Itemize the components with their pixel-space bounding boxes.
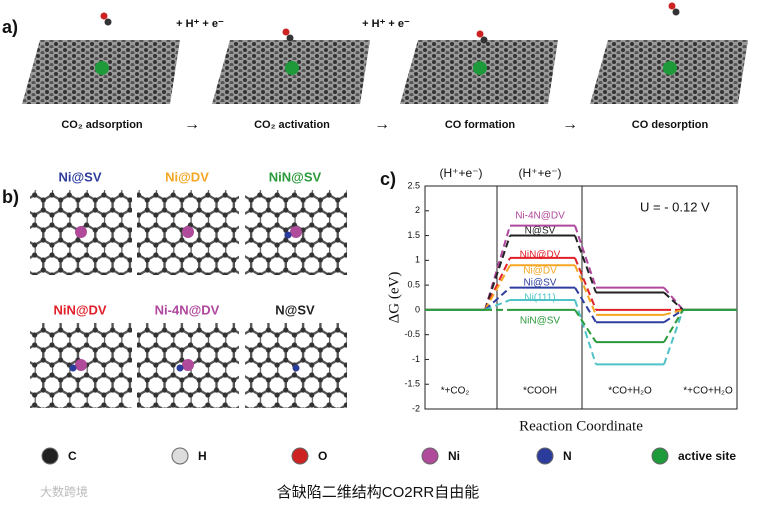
x-category-label: *CO+H₂O xyxy=(608,386,652,397)
molecule-atom xyxy=(282,28,290,36)
molecule-atom xyxy=(480,36,488,44)
structure-name: N@SV xyxy=(275,302,315,317)
legend-swatch xyxy=(171,447,189,465)
arrow: → xyxy=(374,116,390,133)
connector xyxy=(484,257,511,311)
y-tick-label: 1 xyxy=(415,255,420,265)
reagent: + H⁺ + e⁻ xyxy=(176,18,224,30)
step-label: CO₂ activation xyxy=(254,119,330,131)
series-label: N@SV xyxy=(525,226,556,237)
series-label: Ni-4N@DV xyxy=(515,211,565,222)
panel-label: a) xyxy=(2,17,18,37)
plot-frame xyxy=(424,185,738,410)
panel-label: c) xyxy=(380,169,396,189)
connector xyxy=(663,309,684,365)
caption: 含缺陷二维结构CO2RR自由能 xyxy=(277,484,480,501)
step-label: (H⁺+e⁻) xyxy=(439,166,482,180)
ni-atom xyxy=(182,226,194,238)
arrow: → xyxy=(184,116,200,133)
connector xyxy=(574,225,597,288)
y-tick-label: -1 xyxy=(412,354,420,364)
ni-atom xyxy=(290,226,302,238)
connector xyxy=(574,299,597,365)
y-tick-label: 0 xyxy=(415,304,420,314)
molecule-atom xyxy=(476,30,484,38)
molecule-atom xyxy=(286,34,294,42)
connector xyxy=(663,309,684,343)
series-label: NiN@SV xyxy=(520,316,560,327)
legend-swatch xyxy=(651,447,669,465)
step-label: CO desorption xyxy=(632,119,709,131)
active-site xyxy=(663,61,677,75)
legend-swatch xyxy=(291,447,309,465)
series-label: NiN@DV xyxy=(520,250,561,261)
y-tick-label: 0.5 xyxy=(407,279,420,289)
connector xyxy=(574,264,597,316)
structure-name: NiN@DV xyxy=(53,302,106,317)
connector xyxy=(574,235,597,293)
x-category-label: *+CO+H₂O xyxy=(683,386,733,397)
legend-label: H xyxy=(198,449,207,463)
legend-swatch xyxy=(536,447,554,465)
arrow: → xyxy=(562,116,578,133)
y-tick-label: -1.5 xyxy=(404,379,420,389)
active-site xyxy=(473,61,487,75)
molecule-atom xyxy=(672,8,680,16)
n-atom xyxy=(176,364,184,372)
step-label: (H⁺+e⁻) xyxy=(518,166,561,180)
connector xyxy=(663,286,684,311)
ni-atom xyxy=(75,226,87,238)
n-atom xyxy=(292,364,300,372)
legend-label: N xyxy=(563,449,572,463)
y-tick-label: 1.5 xyxy=(407,230,420,240)
ni-atom xyxy=(182,359,194,371)
legend-label: active site xyxy=(678,449,736,463)
y-tick-label: -0.5 xyxy=(404,329,420,339)
y-tick-label: -2 xyxy=(412,403,420,413)
y-tick-label: 2 xyxy=(415,205,420,215)
connector xyxy=(574,257,597,311)
connector xyxy=(663,309,684,324)
active-site xyxy=(285,61,299,75)
series-label: Ni@DV xyxy=(523,266,557,277)
step-label: CO formation xyxy=(445,119,516,131)
legend-swatch xyxy=(421,447,439,465)
structure-name: NiN@SV xyxy=(269,169,322,184)
structure-name: Ni@DV xyxy=(165,169,209,184)
y-axis-label: ΔG (eV) xyxy=(386,272,402,324)
series-label: Ni@SV xyxy=(524,278,557,289)
active-site xyxy=(95,61,109,75)
watermark: 大数跨境 xyxy=(40,484,88,499)
ni-atom xyxy=(75,359,87,371)
connector xyxy=(574,287,597,323)
reagent: + H⁺ + e⁻ xyxy=(362,18,410,30)
x-category-label: *COOH xyxy=(523,386,557,397)
connector xyxy=(484,299,511,311)
legend-label: C xyxy=(68,449,77,463)
structure-name: Ni@SV xyxy=(58,169,101,184)
molecule-atom xyxy=(668,2,676,10)
legend-swatch xyxy=(41,447,59,465)
connector xyxy=(663,291,684,311)
connector xyxy=(484,286,511,311)
connector xyxy=(484,235,511,311)
structure-name: Ni-4N@DV xyxy=(155,302,220,317)
n-atom xyxy=(284,231,292,239)
annotation: U = - 0.12 V xyxy=(640,199,710,214)
molecule-atom xyxy=(100,12,108,20)
legend-label: Ni xyxy=(448,449,460,463)
series-label: Ni(111) xyxy=(524,293,555,304)
connector xyxy=(574,309,597,343)
panel-label: b) xyxy=(2,187,19,207)
connector xyxy=(484,264,511,311)
molecule-atom xyxy=(104,18,112,26)
n-atom xyxy=(69,364,77,372)
x-axis-label: Reaction Coordinate xyxy=(519,418,643,434)
connector xyxy=(663,308,684,316)
y-tick-label: 2.5 xyxy=(407,180,420,190)
legend-label: O xyxy=(318,449,327,463)
x-category-label: *+CO₂ xyxy=(441,386,470,397)
step-label: CO₂ adsorption xyxy=(61,119,143,131)
